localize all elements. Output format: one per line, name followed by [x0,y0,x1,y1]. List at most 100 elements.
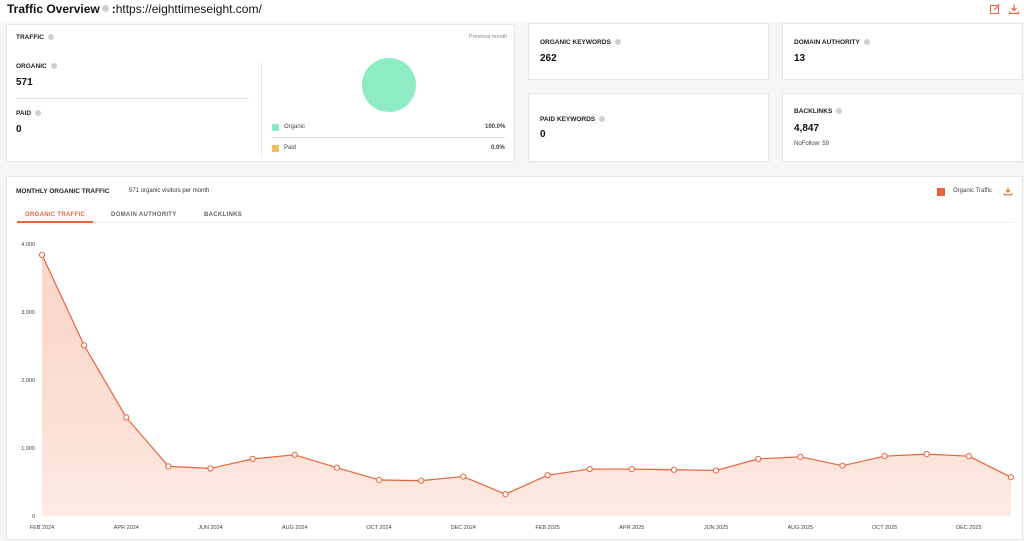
data-point[interactable] [544,472,551,479]
edit-icon[interactable] [989,3,1001,15]
y-tick-label: 2,000 [21,378,35,384]
backlinks-card: BACKLINKS 4,847 NoFollow: 59 [782,93,1023,162]
info-icon[interactable] [863,39,870,45]
x-tick-label: FEB 2024 [30,525,54,531]
data-point[interactable] [249,455,256,462]
y-tick-label: 0 [32,514,35,520]
download-icon[interactable] [1008,3,1020,15]
data-point[interactable] [755,455,762,462]
x-tick-label: FEB 2025 [535,525,559,531]
info-icon[interactable] [50,63,57,69]
backlinks-value: 4,847 [794,123,820,134]
info-icon[interactable] [599,116,606,122]
data-point[interactable] [923,451,930,458]
monthly-title: MONTHLY ORGANIC TRAFFIC [16,188,110,195]
data-point[interactable] [460,473,467,480]
legend-organic-name: Organic [284,124,306,130]
legend-paid-name: Paid [284,145,297,151]
period-label: Previous month [469,34,508,40]
x-tick-label: AUG 2024 [282,525,308,531]
paid-label: PAID [16,110,42,117]
legend-paid-percent: 0.0% [491,145,505,151]
traffic-label: TRAFFIC [16,34,54,41]
x-tick-label: DEC 2024 [451,525,476,531]
organic-keywords-value: 262 [540,53,557,64]
x-tick-label: JUN 2024 [198,525,222,531]
x-tick-label: APR 2024 [114,525,139,531]
series-area-organic-traffic [42,254,1011,516]
info-icon[interactable] [101,5,109,12]
monthly-subtitle: 571 organic visitors per month [129,188,210,194]
tab-backlinks[interactable]: BACKLINKS [204,212,243,218]
data-point[interactable] [418,477,425,484]
info-icon[interactable] [47,34,54,40]
domain-authority-card: DOMAIN AUTHORITY 13 [782,23,1023,80]
data-point[interactable] [712,467,720,474]
info-icon[interactable] [35,110,42,116]
data-point[interactable] [628,465,635,473]
traffic-card: TRAFFIC Previous month ORGANIC 571 PAID … [6,24,515,162]
traffic-pie-chart [362,58,416,112]
paid-keywords-label: PAID KEYWORDS [540,116,606,123]
organic-keywords-card: ORGANIC KEYWORDS 262 [528,23,769,80]
data-point[interactable] [670,466,678,473]
divider [272,137,505,138]
nofollow-count: NoFollow: 59 [794,141,830,147]
tab-domain-authority[interactable]: DOMAIN AUTHORITY [111,212,177,218]
series-line-organic-traffic [41,254,1012,495]
paid-keywords-card: PAID KEYWORDS 0 [528,93,769,162]
x-tick-label: OCT 2025 [872,525,897,531]
active-tab-indicator [17,221,93,223]
data-point[interactable] [291,451,298,458]
data-point[interactable] [797,453,804,460]
data-point[interactable] [165,463,172,470]
domain-authority-label: DOMAIN AUTHORITY [794,39,870,46]
data-point[interactable] [586,465,593,473]
data-point[interactable] [333,464,341,471]
x-tick-label: DEC 2025 [956,525,981,531]
paid-value: 0 [16,124,22,135]
data-point[interactable] [375,476,383,484]
pie-slice-organic [362,58,416,112]
info-icon[interactable] [836,108,843,114]
divider [16,98,249,99]
title-text: Traffic Overview [7,2,100,16]
organic-keywords-label: ORGANIC KEYWORDS [540,39,621,46]
legend-swatch-organic-traffic[interactable] [937,188,945,196]
info-icon[interactable] [614,39,621,45]
data-point[interactable] [881,453,888,460]
backlinks-label: BACKLINKS [794,108,843,115]
legend-swatch-organic [272,124,279,131]
page-title: Traffic Overview:https://eighttimeseight… [7,2,262,16]
x-tick-label: JUN 2025 [704,525,728,531]
x-tick-label: OCT 2024 [366,525,391,531]
tabs-baseline [93,222,1015,223]
y-tick-label: 4,000 [21,242,35,248]
domain-authority-value: 13 [794,53,806,64]
data-point[interactable] [965,453,972,460]
legend-swatch-paid [272,145,279,152]
domain-url[interactable]: https://eighttimeseight.com/ [115,2,262,16]
title-separator: : [111,2,116,16]
data-point[interactable] [123,414,130,421]
data-point[interactable] [38,251,46,258]
download-icon[interactable] [1003,186,1013,196]
data-point[interactable] [81,342,88,349]
organic-label: ORGANIC [16,63,57,70]
x-tick-label: APR 2025 [619,525,644,531]
page-header: Traffic Overview:https://eighttimeseight… [0,0,1024,22]
legend-organic-traffic[interactable]: Organic Traffic [953,188,992,194]
data-point[interactable] [502,491,509,498]
divider [261,62,262,158]
data-point[interactable] [839,462,846,469]
legend-organic-percent: 100.0% [485,124,506,130]
data-point[interactable] [207,465,214,472]
x-tick-label: AUG 2025 [788,525,814,531]
y-tick-label: 1,000 [21,446,35,452]
y-tick-label: 3,000 [21,310,35,316]
organic-value: 571 [16,77,33,88]
data-point[interactable] [1007,474,1015,481]
paid-keywords-value: 0 [540,129,546,140]
tab-organic-traffic[interactable]: ORGANIC TRAFFIC [25,212,86,218]
